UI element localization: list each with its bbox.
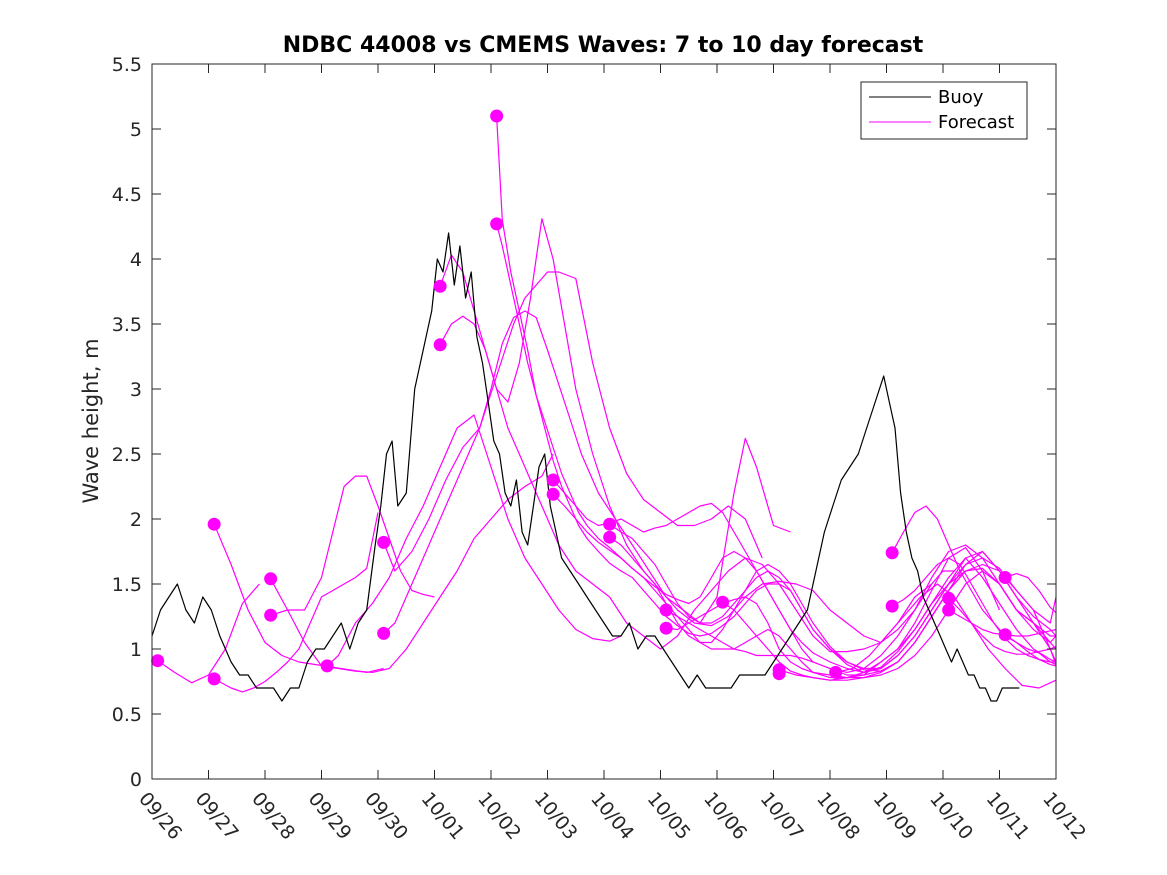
forecast-start-marker (998, 628, 1012, 642)
forecast-line (326, 414, 622, 667)
y-tick-label: 2.5 (112, 444, 142, 466)
y-tick-label: 2 (130, 509, 142, 531)
chart-title: NDBC 44008 vs CMEMS Waves: 7 to 10 day f… (283, 33, 924, 58)
forecast-start-marker (546, 473, 560, 487)
forecast-line (157, 583, 260, 684)
forecast-line (835, 583, 1057, 689)
forecast-start-marker (490, 217, 504, 231)
y-tick-label: 4 (130, 249, 142, 271)
legend-buoy-label: Buoy (938, 87, 984, 108)
y-axis-ticks: 0 0.5 1 1.5 2 2.5 3 3.5 4 4.5 5 5.5 (112, 54, 1056, 791)
forecast-line (1004, 634, 1057, 667)
y-tick-label: 3 (130, 379, 142, 401)
plot-markers (151, 109, 1012, 686)
y-tick-label: 1 (130, 639, 142, 661)
forecast-start-marker (320, 659, 334, 673)
forecast-line (665, 563, 1057, 676)
forecast-start-marker (377, 535, 391, 549)
forecast-start-marker (546, 487, 560, 501)
forecast-start-marker (772, 667, 786, 681)
y-tick-label: 5 (130, 119, 142, 141)
forecast-line (439, 218, 955, 644)
legend-forecast-label: Forecast (938, 112, 1014, 133)
legend: Buoy Forecast (860, 81, 1028, 140)
forecast-start-marker (942, 591, 956, 605)
y-axis-label: Wave height, m (79, 338, 103, 503)
forecast-start-marker (659, 621, 673, 635)
y-tick-label: 0 (130, 769, 142, 791)
forecast-line (383, 310, 791, 634)
forecast-line (270, 453, 554, 674)
forecast-start-marker (433, 279, 447, 293)
forecast-line (948, 597, 1057, 655)
forecast-line (383, 271, 763, 572)
y-tick-label: 0.5 (112, 704, 142, 726)
forecast-start-marker (207, 672, 221, 686)
forecast-start-marker (151, 654, 165, 668)
forecast-line (1004, 572, 1057, 614)
forecast-line (778, 557, 1057, 681)
forecast-start-marker (490, 109, 504, 123)
y-tick-label: 1.5 (112, 574, 142, 596)
forecast-start-marker (377, 626, 391, 640)
forecast-start-marker (603, 530, 617, 544)
forecast-start-marker (716, 595, 730, 609)
forecast-line (552, 493, 1056, 674)
forecast-start-marker (264, 608, 278, 622)
forecast-line (891, 505, 1057, 666)
legend-box (860, 81, 1028, 140)
forecast-start-marker (433, 338, 447, 352)
plot-lines (151, 115, 1057, 702)
y-tick-label: 4.5 (112, 184, 142, 206)
forecast-start-marker (885, 599, 899, 613)
forecast-line (609, 523, 1057, 670)
forecast-start-marker (829, 665, 843, 679)
forecast-line (213, 512, 379, 693)
forecast-start-marker (942, 603, 956, 617)
y-tick-label: 5.5 (112, 54, 142, 76)
forecast-line (439, 254, 933, 653)
forecast-start-marker (998, 571, 1012, 584)
forecast-start-marker (659, 603, 673, 617)
forecast-start-marker (264, 572, 278, 586)
y-tick-label: 3.5 (112, 314, 142, 336)
forecast-start-marker (207, 517, 221, 531)
forecast-start-marker (603, 517, 617, 531)
forecast-line (496, 115, 966, 674)
forecast-start-marker (885, 546, 899, 560)
buoy-line (151, 232, 1020, 702)
